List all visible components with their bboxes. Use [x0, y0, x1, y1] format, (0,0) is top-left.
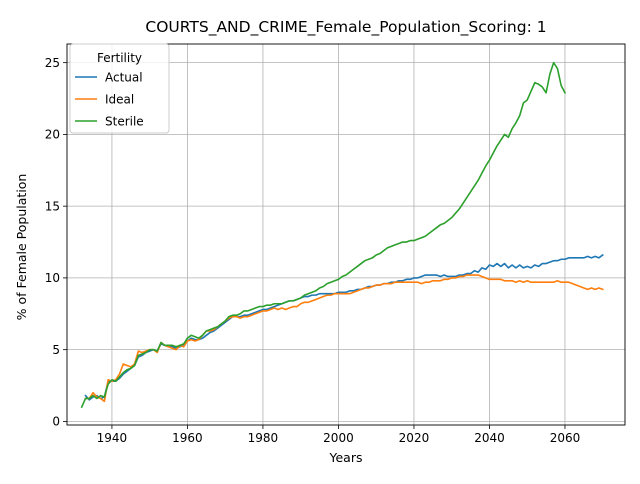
y-tick-label: 0 — [52, 415, 60, 429]
series-line-actual — [84, 253, 604, 401]
x-tick-label: 2020 — [399, 431, 430, 445]
series-line-ideal — [84, 274, 604, 403]
legend-label-ideal: Ideal — [105, 92, 134, 106]
y-axis-label: % of Female Population — [14, 174, 29, 321]
x-tick-label: 2060 — [550, 431, 581, 445]
x-tick-label: 2000 — [323, 431, 354, 445]
legend-label-sterile: Sterile — [105, 114, 144, 128]
legend-title: Fertility — [97, 51, 142, 65]
y-axis-ticks: 0 5 10 15 20 25 — [45, 56, 67, 429]
series-layer — [80, 61, 604, 409]
legend-box — [69, 43, 170, 134]
plot-frame — [66, 43, 626, 426]
y-tick-label: 15 — [45, 199, 60, 213]
grid — [67, 44, 625, 425]
y-tick-label: 20 — [45, 128, 60, 142]
legend: Fertility Actual Ideal Sterile — [69, 43, 170, 134]
chart-title: COURTS_AND_CRIME_Female_Population_Scori… — [145, 18, 546, 37]
x-tick-label: 2040 — [474, 431, 505, 445]
x-tick-label: 1960 — [172, 431, 203, 445]
y-tick-label: 5 — [52, 343, 60, 357]
y-tick-label: 10 — [45, 271, 60, 285]
x-tick-label: 1980 — [248, 431, 279, 445]
x-tick-label: 1940 — [97, 431, 128, 445]
series-line-sterile — [80, 61, 567, 409]
x-axis-ticks: 1940 1960 1980 2000 2020 2040 2060 — [97, 425, 581, 445]
legend-label-actual: Actual — [105, 70, 143, 84]
y-tick-label: 25 — [45, 56, 60, 70]
x-axis-label: Years — [329, 450, 363, 465]
